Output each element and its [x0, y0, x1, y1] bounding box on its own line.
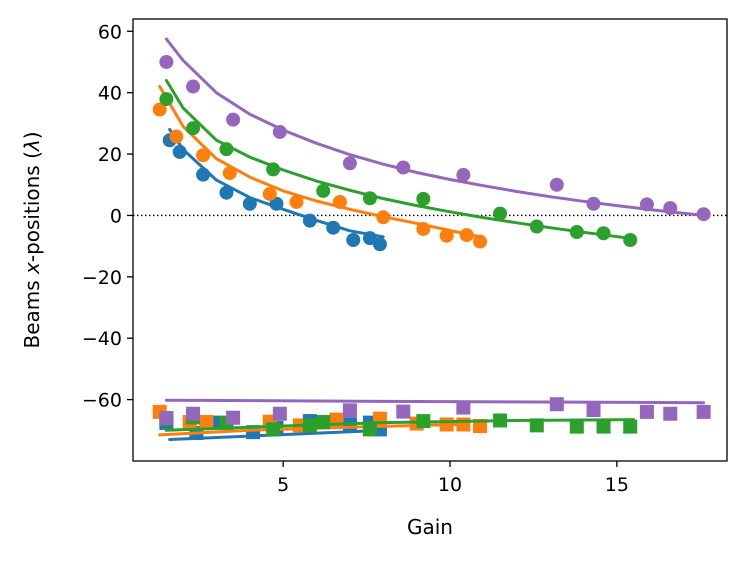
square-point-purple-11: [696, 404, 711, 419]
series-purple: [159, 37, 711, 426]
circle-point-blue-10: [372, 237, 387, 252]
square-point-purple-9: [639, 404, 654, 419]
square-point-purple-8: [586, 403, 601, 418]
y-tick-label-1: 40: [98, 83, 122, 105]
y-axis-label-symbol: λ: [20, 139, 44, 152]
series-orange: [152, 85, 488, 437]
y-axis: 60 40 20 0 −20 −40 −60: [82, 21, 133, 412]
y-tick-label-5: −40: [82, 328, 122, 350]
circle-point-orange-9: [439, 228, 454, 243]
circle-point-orange-5: [289, 194, 304, 209]
fit-line-upper-blue: [168, 128, 385, 239]
square-point-green-5: [316, 415, 331, 430]
circle-point-orange-4: [262, 186, 277, 201]
square-point-purple-2: [226, 410, 241, 425]
circle-point-orange-2: [196, 148, 211, 163]
x-tick-label-0: 5: [277, 474, 289, 496]
circle-point-blue-8: [346, 233, 361, 247]
circle-point-green-6: [416, 191, 431, 206]
circle-point-green-1: [186, 121, 201, 136]
y-axis-label-variable: x: [20, 262, 44, 275]
circle-point-green-7: [493, 206, 508, 221]
y-tick-label-4: −20: [82, 267, 122, 289]
square-point-green-3: [266, 422, 281, 437]
circle-point-green-4: [316, 183, 331, 198]
circle-point-purple-1: [186, 79, 201, 94]
square-point-purple-3: [272, 406, 287, 421]
fit-line-lower-orange: [158, 422, 469, 437]
square-point-purple-10: [663, 406, 678, 421]
y-axis-label-prefix: Beams: [20, 274, 44, 349]
fit-line-lower-green: [164, 418, 636, 432]
circle-point-purple-7: [549, 177, 564, 192]
x-axis: 5 10 15: [277, 461, 629, 496]
x-tick-label-1: 10: [438, 474, 462, 496]
circle-point-green-11: [623, 233, 638, 247]
series-green: [159, 78, 638, 437]
square-point-orange-2: [199, 415, 214, 430]
square-point-green-11: [596, 419, 611, 434]
circle-point-purple-6: [456, 167, 471, 182]
square-point-purple-4: [342, 403, 357, 418]
y-tick-label-0: 60: [98, 21, 122, 43]
square-point-green-6: [362, 422, 377, 437]
square-point-purple-5: [396, 404, 411, 419]
square-point-purple-7: [549, 397, 564, 412]
fit-line-upper-orange: [158, 85, 485, 239]
x-axis-label: Gain: [407, 515, 453, 539]
square-point-green-12: [623, 419, 638, 434]
y-axis-label-middle: -positions (: [20, 151, 44, 262]
y-axis-label-suffix: ): [20, 131, 44, 139]
y-tick-label-3: 0: [110, 205, 122, 227]
circle-point-purple-2: [226, 112, 241, 127]
data-area: [152, 37, 711, 441]
fit-line-lower-purple: [164, 398, 706, 405]
plot-layer: [133, 37, 727, 441]
fit-line-upper-green: [164, 78, 636, 241]
square-point-purple-0: [159, 411, 174, 426]
circle-point-purple-0: [159, 54, 174, 69]
square-point-green-9: [529, 418, 544, 433]
y-tick-label-2: 20: [98, 144, 122, 166]
fit-line-upper-purple: [164, 37, 706, 217]
circle-point-green-0: [159, 92, 174, 107]
y-tick-label-6: −60: [82, 390, 122, 412]
square-point-purple-1: [186, 406, 201, 421]
circle-point-purple-4: [342, 156, 357, 171]
circle-point-orange-0: [152, 102, 167, 117]
circle-point-orange-1: [169, 129, 184, 144]
y-axis-label: Beams x-positions (λ): [20, 131, 44, 348]
square-point-purple-6: [456, 400, 471, 415]
circle-point-blue-3: [219, 185, 234, 200]
x-tick-label-2: 15: [605, 474, 629, 496]
square-point-green-10: [569, 419, 584, 434]
plot-frame: [132, 18, 728, 462]
